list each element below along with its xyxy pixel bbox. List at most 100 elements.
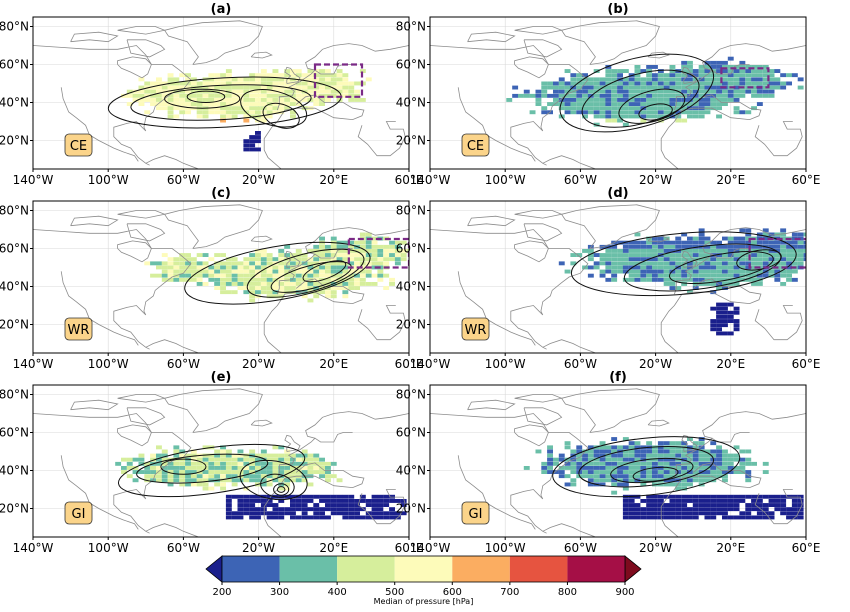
x-tick-label: 140°W: [410, 357, 451, 371]
x-tick-label: 60°W: [167, 357, 200, 371]
colorbar-tick-label: 200: [212, 587, 231, 598]
y-tick-label: 40°N: [0, 280, 29, 294]
colorbar-segment: [509, 556, 568, 582]
regime-badge: GI: [64, 501, 93, 525]
x-tick-label: 100°W: [88, 541, 129, 555]
pressure-field: [115, 445, 407, 520]
colorbar-over-arrow: [624, 555, 642, 583]
regime-badge: WR: [461, 317, 490, 341]
panel-letter: (e): [211, 370, 232, 385]
density-contours: [184, 241, 371, 305]
y-tick-label: 20°N: [396, 318, 426, 332]
y-tick-label: 80°N: [0, 388, 29, 402]
x-tick-label: 60°E: [792, 541, 821, 555]
panel-frame: [32, 16, 410, 170]
density-contours: [552, 436, 741, 498]
panel-letter: (b): [607, 2, 628, 17]
x-tick-label: 60°W: [564, 173, 597, 187]
panel-e: 80°N 60°N 40°N 20°N 140°W 100°W 60°W 20°W 20°E 60…: [0, 370, 423, 555]
x-tick-label: 140°W: [13, 173, 54, 187]
x-tick-label: 100°W: [88, 173, 129, 187]
colorbar-frame: [221, 555, 626, 583]
density-contours: [559, 53, 715, 133]
y-tick-label: 60°N: [396, 242, 426, 256]
colorbar: 200 300 400 500 600 700 800 900 Median of pressu…: [205, 555, 642, 606]
density-contours: [107, 76, 342, 129]
y-tick-label: 20°N: [0, 502, 29, 516]
density-contours: [117, 443, 308, 501]
x-tick-label: 100°W: [485, 541, 526, 555]
y-tick-label: 40°N: [396, 280, 426, 294]
colorbar-tick-label: 400: [328, 587, 347, 598]
colorbar-segment: [394, 556, 453, 582]
y-tick-label: 80°N: [396, 388, 426, 402]
x-tick-label: 140°W: [13, 541, 54, 555]
x-tick-label: 20°W: [639, 173, 672, 187]
x-tick-label: 20°W: [242, 357, 275, 371]
y-tick-label: 80°N: [396, 204, 426, 218]
x-tick-label: 60°E: [395, 357, 424, 371]
regime-label: GI: [72, 507, 86, 522]
target-box: [313, 63, 364, 98]
panels-group: 80°N 60°N 40°N 20°N 140°W 100°W 60°W 20°W 20°E 60…: [0, 2, 820, 555]
coastlines: [33, 388, 409, 537]
y-tick-label: 20°N: [396, 134, 426, 148]
x-tick-label: 20°W: [242, 541, 275, 555]
x-tick-label: 60°W: [564, 357, 597, 371]
panel-frame: [429, 200, 807, 354]
panel-c: 80°N 60°N 40°N 20°N 140°W 100°W 60°W 20°W 20°E 60…: [0, 186, 423, 371]
coastlines: [430, 388, 806, 537]
colorbar-tick-label: 800: [558, 587, 577, 598]
pressure-field: [506, 56, 804, 127]
y-tick-label: 20°N: [0, 134, 29, 148]
panel-a: 80°N 60°N 40°N 20°N 140°W 100°W 60°W 20°W 20°E 60…: [0, 2, 423, 187]
colorbar-tick-label: 600: [443, 587, 462, 598]
x-tick-label: 20°W: [242, 173, 275, 187]
pressure-field: [121, 69, 372, 152]
x-tick-label: 20°W: [639, 541, 672, 555]
panel-frame: [429, 384, 807, 538]
target-box: [720, 67, 770, 89]
x-tick-label: 60°E: [792, 173, 821, 187]
x-tick-label: 140°W: [410, 173, 451, 187]
x-tick-label: 60°E: [395, 173, 424, 187]
colorbar-tick-label: 500: [385, 587, 404, 598]
gridlines: [33, 201, 409, 353]
regime-badge: GI: [461, 501, 490, 525]
y-tick-label: 60°N: [0, 58, 29, 72]
coastlines: [33, 20, 409, 169]
panel-f: 80°N 60°N 40°N 20°N 140°W 100°W 60°W 20°W 20°E 60…: [396, 370, 821, 555]
colorbar-under-arrow: [205, 555, 223, 583]
regime-label: WR: [465, 323, 487, 338]
x-tick-label: 20°W: [639, 357, 672, 371]
panel-frame: [429, 16, 807, 170]
y-tick-label: 60°N: [396, 58, 426, 72]
y-tick-label: 40°N: [0, 96, 29, 110]
coastlines: [33, 204, 409, 353]
colorbar-tick-label: 300: [270, 587, 289, 598]
pressure-field: [523, 437, 804, 520]
colorbar-segment: [222, 556, 280, 582]
y-tick-label: 40°N: [396, 96, 426, 110]
x-tick-label: 100°W: [88, 357, 129, 371]
panel-frame: [32, 200, 410, 354]
panel-frame: [32, 384, 410, 538]
target-box: [748, 237, 806, 269]
x-tick-label: 60°W: [564, 541, 597, 555]
x-tick-label: 140°W: [410, 541, 451, 555]
x-tick-label: 20°E: [716, 357, 745, 371]
y-tick-label: 40°N: [0, 464, 29, 478]
x-tick-label: 100°W: [485, 357, 526, 371]
x-tick-label: 60°E: [395, 541, 424, 555]
regime-badge: CE: [461, 133, 490, 157]
panel-letter: (c): [211, 186, 231, 201]
x-tick-label: 20°E: [319, 357, 348, 371]
regime-label: GI: [469, 507, 483, 522]
regime-badge: WR: [64, 317, 93, 341]
x-tick-label: 60°W: [167, 173, 200, 187]
x-tick-label: 60°W: [167, 541, 200, 555]
regime-badge: CE: [64, 133, 93, 157]
regime-label: CE: [70, 139, 87, 154]
panel-letter: (d): [607, 186, 628, 201]
